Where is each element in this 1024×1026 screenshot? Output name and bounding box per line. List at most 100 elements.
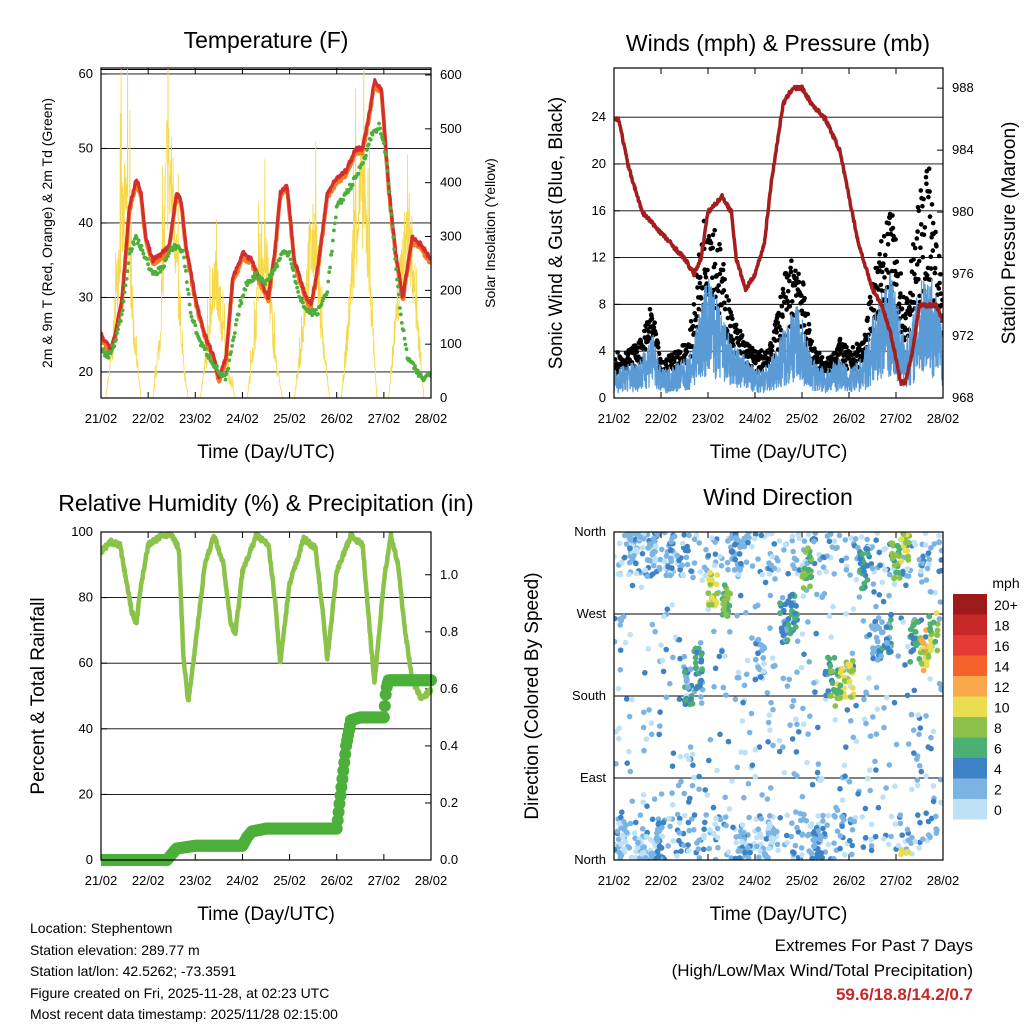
direction-point [722,653,728,659]
direction-point [916,556,923,563]
gust-point [805,311,811,317]
direction-point [637,812,644,818]
direction-point [853,738,860,745]
direction-point [924,565,931,572]
direction-point [784,812,791,818]
direction-point [777,815,783,821]
gust-point [647,307,653,312]
2m-dewpoint-point [122,290,127,295]
direction-point [863,720,869,727]
direction-point [881,836,887,842]
direction-point [891,562,898,569]
2m-dewpoint-point [396,284,400,289]
colorbar-swatch [953,655,987,676]
y2-tick-label: 0.2 [440,795,458,810]
direction-point [751,535,758,542]
direction-point [809,821,815,827]
x-tick-label: 24/02 [739,873,772,888]
direction-point [866,675,872,681]
direction-point [616,735,622,742]
direction-point [923,577,930,583]
direction-point [827,663,834,669]
direction-point [728,544,734,550]
direction-point [707,736,714,743]
2m-dewpoint-point [311,307,315,312]
gust-point [706,233,712,239]
direction-point [879,619,885,625]
direction-point [874,706,881,712]
direction-point [722,794,728,801]
direction-point [670,654,676,661]
direction-point [664,606,671,612]
direction-point [847,837,853,844]
direction-point [938,799,943,806]
direction-point [776,737,783,744]
gust-point [932,265,938,271]
direction-point [696,855,703,860]
direction-point [834,828,841,834]
direction-point [654,848,661,855]
direction-point [892,783,898,790]
direction-point [922,634,929,640]
direction-point [692,654,699,661]
direction-point [787,722,793,728]
direction-point [676,557,682,564]
direction-point [902,662,908,668]
gust-point [678,349,683,355]
direction-point [792,624,799,630]
direction-point [697,682,703,689]
direction-point [918,637,925,644]
direction-point [881,724,887,731]
direction-point [905,837,912,843]
direction-point [923,662,930,669]
gust-point [708,240,714,246]
direction-point [697,569,704,575]
gust-point [910,292,916,298]
2m-dewpoint-point [120,308,125,313]
y-axis-label: Percent & Total Rainfall [28,597,49,794]
precipitation-point [377,711,390,724]
gust-point [698,296,704,301]
direction-point [687,795,693,802]
direction-point [827,693,834,699]
colorbar-unit-label: mph [992,575,1019,591]
direction-point [719,648,725,655]
direction-point [880,794,886,800]
direction-point [843,567,850,573]
direction-point [920,560,926,567]
y2-tick-label: 980 [952,204,974,219]
gust-point [912,245,918,251]
direction-point [933,813,939,820]
x-tick-label: 23/02 [179,411,212,426]
gust-point [922,276,928,282]
direction-point [898,851,904,858]
direction-point [841,677,848,684]
direction-point [928,589,934,595]
direction-point [619,832,626,839]
direction-point [938,557,943,563]
direction-point [766,571,773,577]
direction-point [732,541,738,548]
2m-dewpoint-point [140,248,145,253]
direction-point [831,654,838,661]
direction-point [930,783,937,789]
direction-point [668,565,675,571]
direction-point [642,567,649,573]
gust-point [882,275,887,280]
direction-point [667,547,674,554]
gust-point [728,323,733,329]
direction-point [792,615,798,622]
2m-dewpoint-point [361,161,365,165]
direction-point [711,628,717,635]
gust-point [625,352,631,358]
y2-tick-label: 0.0 [440,852,458,867]
direction-point [820,818,826,824]
direction-point [819,594,825,601]
direction-point [842,851,848,858]
direction-point [617,616,623,622]
direction-point [831,571,837,577]
direction-point [893,569,900,576]
gust-point [656,345,661,350]
direction-point [850,685,856,691]
x-tick-label: 24/02 [739,411,772,426]
